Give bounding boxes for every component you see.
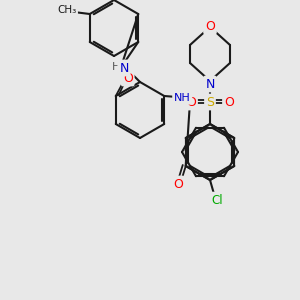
Text: N: N xyxy=(119,61,129,74)
Text: S: S xyxy=(206,95,214,109)
Text: Cl: Cl xyxy=(211,194,223,206)
Text: NH: NH xyxy=(174,93,190,103)
Text: CH₃: CH₃ xyxy=(57,5,76,15)
Text: N: N xyxy=(205,77,215,91)
Text: O: O xyxy=(205,20,215,32)
Text: O: O xyxy=(123,71,133,85)
Text: O: O xyxy=(186,95,196,109)
Text: O: O xyxy=(173,178,183,190)
Text: O: O xyxy=(224,95,234,109)
Text: H: H xyxy=(112,62,120,72)
